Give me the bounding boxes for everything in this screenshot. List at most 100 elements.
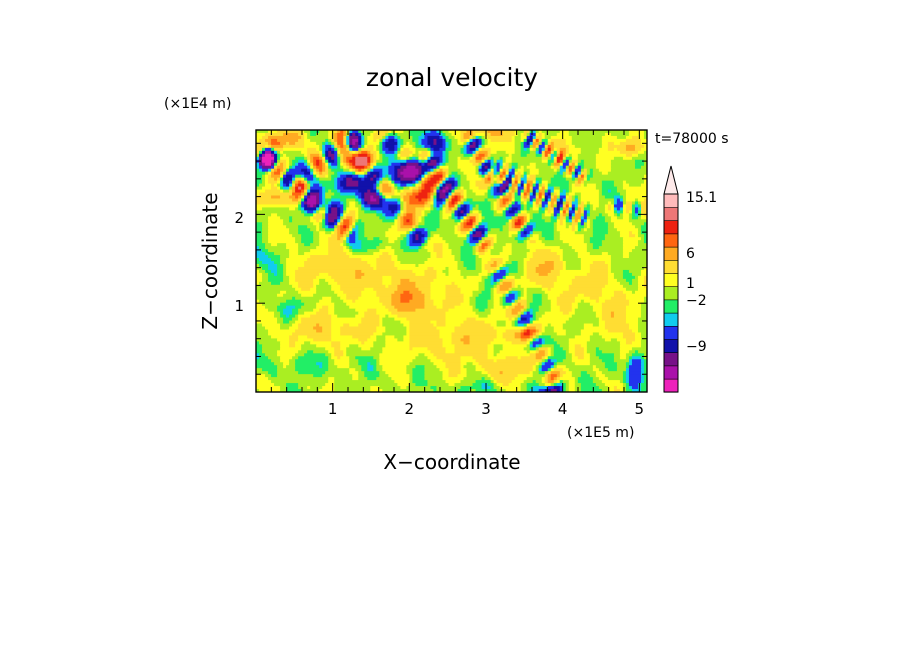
heatmap-cell	[346, 162, 350, 167]
heatmap-cell	[643, 371, 647, 375]
heatmap-cell	[394, 192, 401, 197]
heatmap-cell	[553, 150, 558, 155]
heatmap-cell	[490, 377, 495, 381]
heatmap-cell	[505, 293, 510, 298]
heatmap-cell	[541, 302, 552, 307]
heatmap-cell	[406, 237, 410, 241]
heatmap-cell	[358, 225, 365, 229]
heatmap-cell	[409, 237, 413, 241]
heatmap-cell	[283, 222, 314, 226]
heatmap-cell	[562, 380, 570, 384]
heatmap-cell	[337, 159, 341, 164]
heatmap-cell	[604, 383, 624, 387]
heatmap-cell	[424, 234, 429, 238]
heatmap-cell	[334, 362, 350, 366]
heatmap-cell	[337, 204, 344, 209]
heatmap-cell	[514, 335, 522, 340]
heatmap-cell	[529, 353, 537, 357]
heatmap-cell	[589, 168, 594, 173]
heatmap-cell	[547, 159, 555, 164]
heatmap-cell	[310, 189, 320, 194]
heatmap-cell	[547, 189, 552, 194]
heatmap-cell	[262, 222, 269, 226]
heatmap-cell	[493, 284, 498, 289]
heatmap-cell	[556, 147, 561, 152]
heatmap-cell	[457, 195, 462, 200]
heatmap-cell	[538, 195, 543, 200]
heatmap-cell	[403, 323, 410, 328]
heatmap-cell	[409, 243, 423, 247]
heatmap-cell	[607, 141, 615, 146]
heatmap-cell	[451, 174, 456, 179]
heatmap-cell	[475, 222, 480, 226]
heatmap-cell	[505, 323, 513, 328]
heatmap-cell	[262, 261, 275, 265]
heatmap-cell	[259, 183, 266, 188]
heatmap-cell	[298, 204, 302, 209]
heatmap-cell	[496, 263, 501, 268]
heatmap-cell	[409, 338, 444, 342]
heatmap-cell	[541, 192, 546, 197]
heatmap-cell	[517, 314, 522, 319]
heatmap-cell	[496, 198, 501, 203]
heatmap-cell	[463, 225, 474, 229]
heatmap-cell	[328, 153, 335, 158]
heatmap-cell	[343, 177, 347, 182]
heatmap-cell	[388, 314, 398, 319]
heatmap-cell	[508, 255, 528, 259]
heatmap-cell	[532, 380, 537, 384]
heatmap-cell	[475, 317, 510, 322]
heatmap-cell	[514, 201, 519, 206]
heatmap-cell	[427, 213, 441, 217]
heatmap-cell	[550, 198, 558, 203]
heatmap-cell	[337, 177, 344, 182]
heatmap-cell	[610, 314, 615, 319]
heatmap-cell	[439, 177, 444, 182]
heatmap-cell	[520, 144, 525, 149]
heatmap-cell	[490, 150, 498, 155]
heatmap-cell	[394, 177, 401, 182]
heatmap-cell	[397, 287, 420, 292]
heatmap-cell	[388, 177, 392, 182]
heatmap-cell	[478, 204, 492, 209]
heatmap-cell	[439, 183, 444, 188]
heatmap-cell	[415, 165, 423, 170]
heatmap-cell	[460, 269, 483, 274]
heatmap-cell	[538, 189, 546, 194]
heatmap-cell	[286, 389, 302, 392]
heatmap-cell	[445, 284, 459, 289]
heatmap-cell	[523, 216, 528, 220]
heatmap-cell	[460, 201, 465, 206]
heatmap-cell	[409, 198, 420, 203]
heatmap-cell	[514, 144, 522, 149]
heatmap-cell	[544, 350, 549, 354]
heatmap-cell	[400, 213, 404, 217]
heatmap-cell	[643, 377, 647, 381]
heatmap-cell	[571, 162, 576, 167]
heatmap-cell	[325, 147, 329, 152]
heatmap-cell	[616, 186, 624, 191]
heatmap-cell	[376, 365, 383, 369]
heatmap-cell	[550, 305, 561, 310]
heatmap-cell	[307, 177, 314, 182]
heatmap-cell	[280, 174, 284, 179]
heatmap-cell	[262, 272, 269, 277]
heatmap-cell	[379, 141, 383, 146]
heatmap-cell	[307, 165, 311, 170]
heatmap-cell	[439, 210, 444, 214]
heatmap-cell	[319, 153, 323, 158]
heatmap-cell	[499, 299, 504, 304]
heatmap-cell	[550, 162, 555, 167]
heatmap-cell	[256, 302, 263, 307]
heatmap-cell	[484, 240, 492, 244]
heatmap-cell	[337, 216, 341, 220]
heatmap-cell	[562, 150, 567, 155]
heatmap-cell	[472, 150, 477, 155]
heatmap-cell	[280, 255, 290, 259]
heatmap-cell	[388, 165, 395, 170]
heatmap-cell	[268, 219, 284, 223]
heatmap-cell	[598, 198, 615, 203]
heatmap-cell	[385, 284, 389, 289]
heatmap-cell	[418, 180, 423, 185]
heatmap-cell	[301, 287, 311, 292]
